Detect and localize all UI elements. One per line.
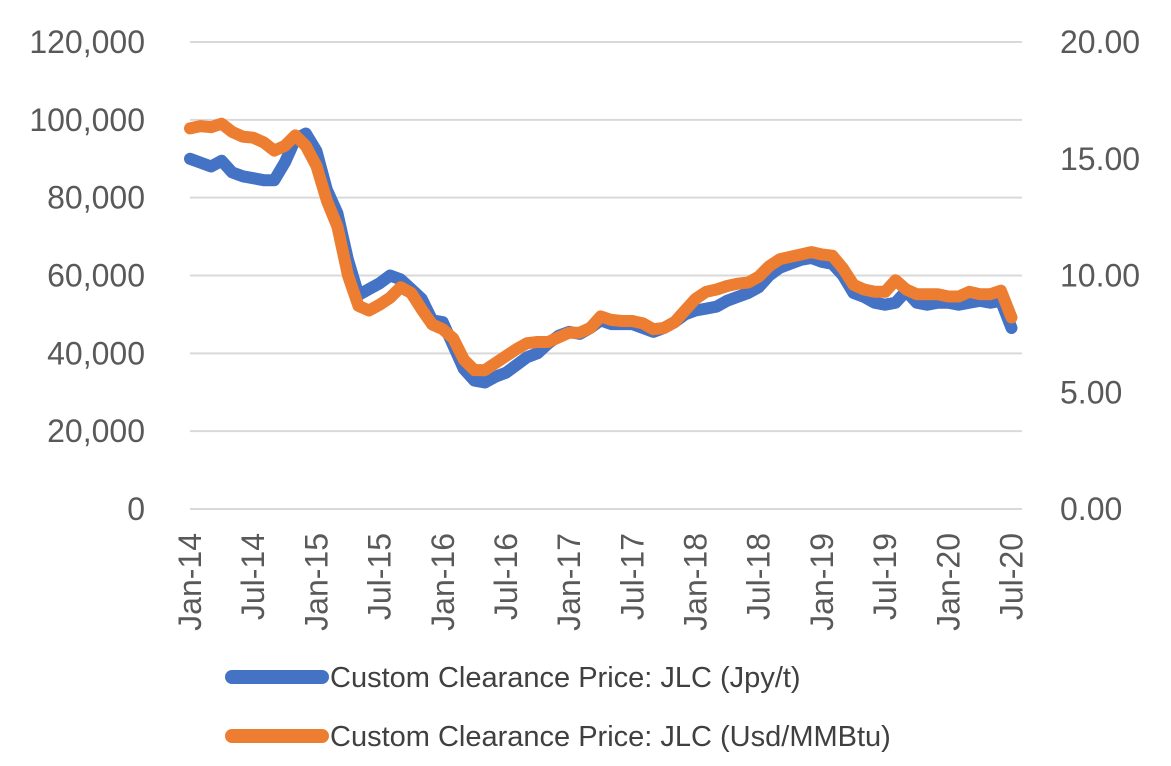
series-line-2 [184,117,1018,377]
x-tick-label: Jan-15 [298,533,334,631]
left-tick-label: 120,000 [29,24,145,60]
left-tick-label: 0 [127,491,145,527]
left-tick-label: 60,000 [47,258,145,294]
x-tick-label: Jul-15 [362,533,398,620]
right-tick-label: 15.00 [1060,141,1140,177]
left-tick-label: 80,000 [47,180,145,216]
x-tick-label: Jan-17 [551,533,587,631]
x-tick-label: Jan-14 [172,533,208,631]
x-tick-label: Jan-18 [678,533,714,631]
x-tick-label: Jul-18 [741,533,777,620]
series-layer [184,117,1018,389]
legend-label: Custom Clearance Price: JLC (Usd/MMBtu) [330,721,891,753]
left-tick-label: 100,000 [29,102,145,138]
x-tick-label: Jul-14 [235,533,271,620]
left-tick-label: 20,000 [47,413,145,449]
left-tick-label: 40,000 [47,335,145,371]
right-tick-label: 10.00 [1060,258,1140,294]
x-axis: Jan-14 Jul-14 Jan-15 Jul-15 Jan-16 Jul-16 Jan-… [172,533,1029,631]
legend-label: Custom Clearance Price: JLC (Jpy/t) [330,662,801,694]
x-tick-label: Jul-16 [488,533,524,620]
right-axis: 0.00 5.00 10.00 15.00 20.00 [1060,24,1140,527]
right-tick-label: 0.00 [1060,491,1122,527]
right-tick-label: 20.00 [1060,24,1140,60]
x-tick-label: Jan-16 [425,533,461,631]
x-tick-label: Jul-20 [993,533,1029,620]
x-tick-label: Jul-17 [614,533,650,620]
left-axis: 0 20,000 40,000 60,000 80,000 100,000 120,000 [29,24,145,527]
x-tick-label: Jul-19 [867,533,903,620]
x-tick-label: Jan-19 [804,533,840,631]
right-tick-label: 5.00 [1060,374,1122,410]
x-tick-label: Jan-20 [930,533,966,631]
legend: Custom Clearance Price: JLC (Jpy/t) Custo… [225,662,891,753]
